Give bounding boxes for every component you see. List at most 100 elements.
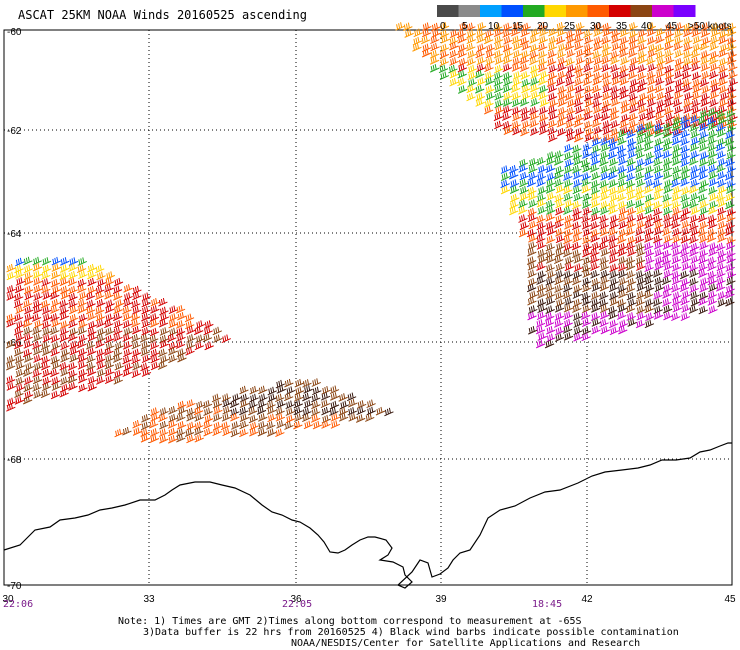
wind-barb: [644, 165, 655, 175]
wind-barb: [726, 85, 737, 95]
wind-barb: [186, 407, 196, 417]
wind-barb: [727, 42, 737, 52]
wind-barb: [303, 399, 314, 409]
wind-barb: [593, 91, 603, 101]
wind-barb: [140, 428, 150, 437]
wind-barb: [566, 99, 577, 108]
wind-barb: [466, 35, 476, 44]
wind-barb: [708, 171, 718, 180]
wind-barb: [644, 263, 654, 273]
wind-barb: [528, 164, 538, 174]
wind-barb: [41, 306, 52, 315]
wind-barb: [592, 77, 602, 86]
wind-barb: [412, 36, 423, 46]
wind-barb: [635, 186, 645, 195]
wind-barb: [583, 120, 593, 130]
wind-barb: [608, 283, 619, 293]
wind-barb: [249, 421, 259, 431]
wind-barb: [420, 35, 431, 45]
wind-barb: [276, 420, 286, 429]
wind-barb: [564, 199, 575, 208]
wind-barb: [618, 220, 628, 230]
wind-barb: [554, 193, 564, 203]
wind-barb: [546, 206, 556, 215]
wind-barb: [212, 413, 223, 422]
wind-barb: [404, 29, 414, 38]
wind-barb: [672, 227, 682, 237]
wind-barb: [502, 71, 513, 81]
wind-barb: [699, 277, 710, 287]
wind-barb: [663, 206, 673, 216]
wind-barb: [502, 29, 512, 38]
wind-barb: [519, 186, 529, 195]
lon-label: 42: [581, 594, 593, 605]
wind-barb: [618, 277, 628, 286]
wind-barb: [512, 71, 523, 80]
wind-barb: [654, 43, 665, 53]
wind-barb: [104, 354, 115, 363]
wind-barb: [23, 376, 34, 386]
wind-barb: [563, 283, 573, 293]
wind-barb: [663, 213, 673, 223]
wind-barb: [509, 206, 519, 216]
wind-barb: [512, 77, 522, 87]
wind-barb: [104, 284, 114, 293]
wind-barb: [664, 49, 674, 58]
wind-barb: [211, 393, 222, 403]
wind-barb: [680, 171, 691, 181]
wind-barb: [59, 264, 70, 273]
wind-barb: [718, 35, 728, 45]
wind-barb: [530, 127, 540, 136]
wind-barb: [474, 85, 485, 94]
wind-barb: [87, 320, 98, 330]
wind-barb: [556, 21, 566, 31]
wind-barb: [564, 221, 574, 230]
wind-barb: [564, 256, 574, 265]
wind-barb: [519, 36, 530, 46]
wind-barb: [195, 400, 205, 410]
wind-barb: [629, 56, 640, 66]
wind-barb: [593, 56, 604, 66]
wind-barb: [692, 84, 702, 94]
wind-barb: [555, 199, 565, 209]
wind-barb: [671, 150, 682, 160]
wind-barb: [159, 355, 170, 364]
wind-barb: [671, 276, 682, 286]
wind-barb: [584, 98, 595, 108]
wind-barb: [32, 383, 42, 392]
wind-barb: [717, 158, 728, 167]
wind-barb: [718, 98, 729, 108]
wind-barb: [15, 320, 26, 329]
wind-barb: [654, 276, 664, 286]
wind-barb: [647, 49, 657, 58]
wind-barb: [592, 99, 602, 108]
wind-barb: [310, 414, 321, 423]
wind-barb: [608, 311, 618, 320]
wind-barb: [689, 235, 699, 244]
wind-barb: [601, 55, 611, 65]
wind-barb: [654, 262, 664, 271]
wind-barb: [193, 326, 204, 336]
wind-barb: [617, 193, 627, 202]
wind-barb: [528, 220, 538, 230]
wind-barb: [167, 333, 177, 343]
wind-barb: [590, 192, 601, 201]
wind-barb: [547, 119, 558, 129]
wind-barb: [494, 41, 504, 51]
wind-barb: [671, 200, 681, 210]
wind-barb: [51, 382, 62, 391]
wind-barb: [617, 165, 627, 174]
wind-barb: [555, 262, 565, 272]
wind-barb: [701, 71, 711, 80]
wind-barb: [554, 220, 564, 229]
wind-barb: [664, 106, 674, 116]
wind-barb: [545, 199, 555, 209]
wind-barb: [501, 112, 512, 121]
wind-barb: [671, 248, 682, 257]
wind-barb: [572, 276, 582, 286]
wind-barb: [590, 221, 600, 230]
legend-swatch: [652, 5, 674, 17]
wind-barb: [707, 108, 718, 117]
wind-barb: [707, 276, 718, 286]
wind-barb: [654, 220, 664, 230]
